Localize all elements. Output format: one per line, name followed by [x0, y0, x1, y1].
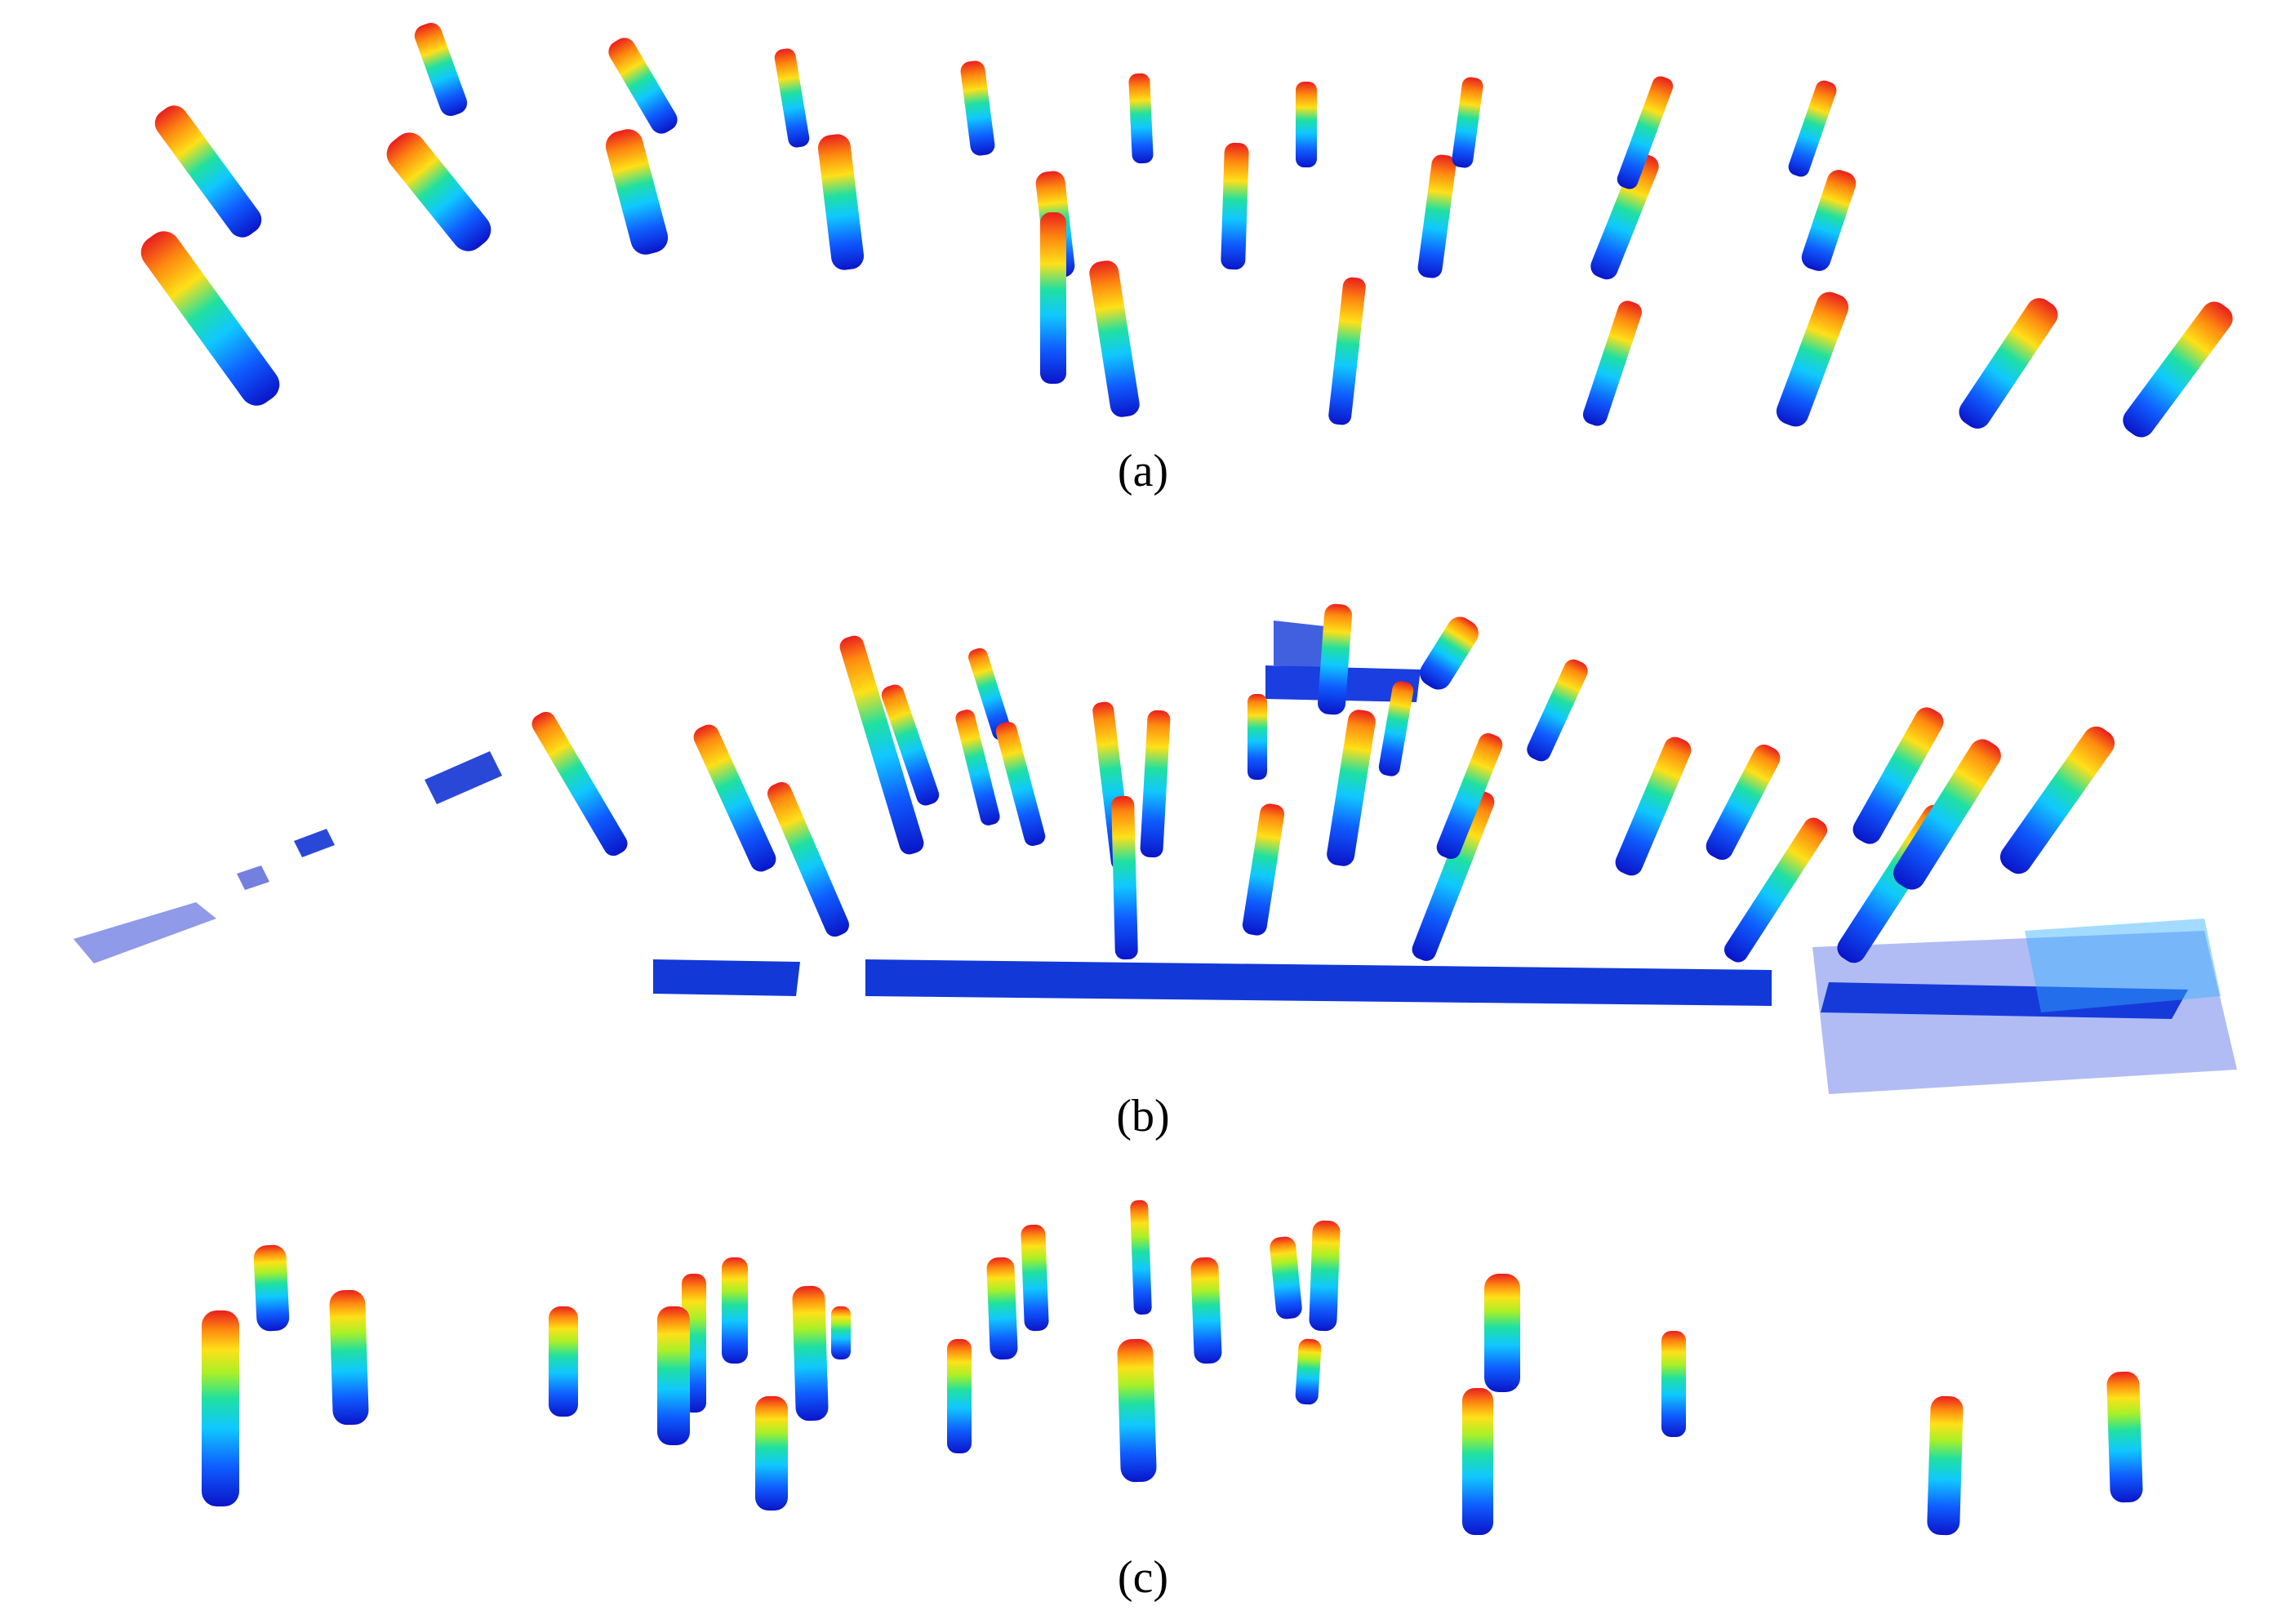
panel-c-stem-19: [1295, 1338, 1322, 1405]
panel-b-stem-12: [1242, 803, 1285, 936]
panel-c-stem-7: [657, 1306, 690, 1445]
panel-b-stem-16: [1412, 790, 1495, 961]
panel-a-stem-1: [154, 105, 262, 238]
panel-b-stem-24: [1999, 726, 2115, 874]
panel-b-point-cloud: [73, 603, 2237, 1094]
panel-b-stem-14: [1327, 710, 1376, 866]
panel-a-stem-13: [1128, 73, 1154, 164]
panel-b-stem-21: [1724, 817, 1828, 963]
panel-a-point-cloud: [140, 23, 2233, 438]
panel-b-stem-3: [767, 781, 849, 937]
panel-a-stem-24: [1788, 80, 1837, 177]
panel-b-stem-8: [995, 721, 1046, 847]
panel-c-stem-3: [329, 1289, 369, 1426]
panel-c-stem-14: [1117, 1338, 1157, 1483]
panel-b-stem-27: [1318, 603, 1352, 715]
panel-b-stem-15: [1378, 681, 1414, 776]
caption-c: (c): [1117, 1552, 1169, 1603]
panel-b-stem-18: [1527, 659, 1588, 762]
panel-b-stem-5: [881, 684, 940, 806]
panel-b-stem-10: [1140, 710, 1171, 858]
panel-a-stem-2: [140, 231, 280, 406]
panel-a-stem-22: [1776, 291, 1849, 427]
panel-c: [0, 1143, 2286, 1568]
panel-a-stem-26: [2123, 301, 2233, 438]
panel-a: [0, 0, 2286, 457]
panel-a-stems: [140, 23, 2233, 438]
panel-b-stem-4: [839, 635, 924, 855]
panel-c-stem-21: [1462, 1388, 1493, 1535]
panel-c-stem-2: [253, 1244, 290, 1332]
panel-c-stem-11: [947, 1339, 972, 1453]
panel-b-stem-13: [1248, 694, 1267, 780]
caption-b: (b): [1116, 1091, 1170, 1141]
panel-c-stem-16: [1190, 1257, 1222, 1364]
panel-b-stem-26: [1420, 616, 1479, 690]
panel-b-stem-20: [1706, 744, 1781, 861]
panel-c-stem-18: [1309, 1220, 1341, 1332]
panel-a-stem-21: [1582, 300, 1643, 426]
panel-b-ground-structures: [73, 621, 2237, 1094]
panel-b-stem-25: [1852, 707, 1944, 844]
panel-b-stem-11: [1111, 795, 1138, 960]
panel-a-stem-25: [1959, 298, 2058, 429]
panel-c-stem-22: [1661, 1331, 1686, 1437]
panel-c-stem-13: [1021, 1224, 1049, 1332]
panel-c-stem-20: [1484, 1274, 1520, 1392]
panel-b-stem-17: [1436, 733, 1503, 859]
panel-a-stem-15: [1296, 82, 1317, 167]
panel-c-stem-1: [202, 1310, 239, 1506]
panel-c-stem-24: [2106, 1371, 2143, 1503]
caption-a: (a): [1117, 446, 1169, 496]
panel-c-stem-23: [1927, 1395, 1964, 1536]
panel-a-stem-12: [1040, 212, 1066, 384]
panel-c-stem-10: [831, 1306, 851, 1359]
panel-b-stems: [531, 603, 2115, 963]
panel-b-stem-23: [1893, 739, 2001, 890]
panel-a-stem-16: [1328, 277, 1366, 425]
panel-a-stem-11: [1089, 260, 1140, 417]
panel-c-stem-15: [1130, 1199, 1152, 1315]
panel-a-stem-4: [386, 132, 491, 251]
panel-c-stems: [202, 1199, 2143, 1536]
panel-c-stem-17: [1270, 1236, 1302, 1319]
panel-a-stem-5: [605, 129, 669, 255]
panel-c-stem-5: [722, 1257, 748, 1364]
panel-a-stem-18: [1452, 77, 1483, 168]
panel-b-stem-19: [1615, 736, 1692, 876]
panel-a-stem-9: [960, 60, 995, 156]
panel-b-stem-6: [968, 647, 1012, 741]
panel-a-stem-23: [1801, 170, 1857, 271]
panel-c-stem-8: [755, 1396, 788, 1511]
panel-a-stem-3: [414, 23, 468, 116]
panel-c-point-cloud: [202, 1199, 2143, 1536]
panel-a-stem-6: [608, 38, 678, 134]
panel-c-stem-9: [792, 1285, 829, 1422]
panel-a-stem-14: [1221, 142, 1249, 270]
panel-a-stem-17: [1417, 154, 1457, 278]
panel-a-stem-7: [774, 48, 810, 148]
panel-a-stem-20: [1617, 76, 1674, 189]
panel-a-stem-19: [1590, 153, 1659, 280]
panel-b-stem-1: [531, 711, 628, 856]
panel-a-stem-8: [817, 134, 865, 270]
panel-b-stem-7: [955, 710, 1000, 825]
panel-c-stem-12: [986, 1257, 1018, 1360]
panel-c-stem-4: [549, 1306, 578, 1417]
panel-b: [0, 506, 2286, 1110]
panel-b-stem-2: [693, 724, 776, 872]
